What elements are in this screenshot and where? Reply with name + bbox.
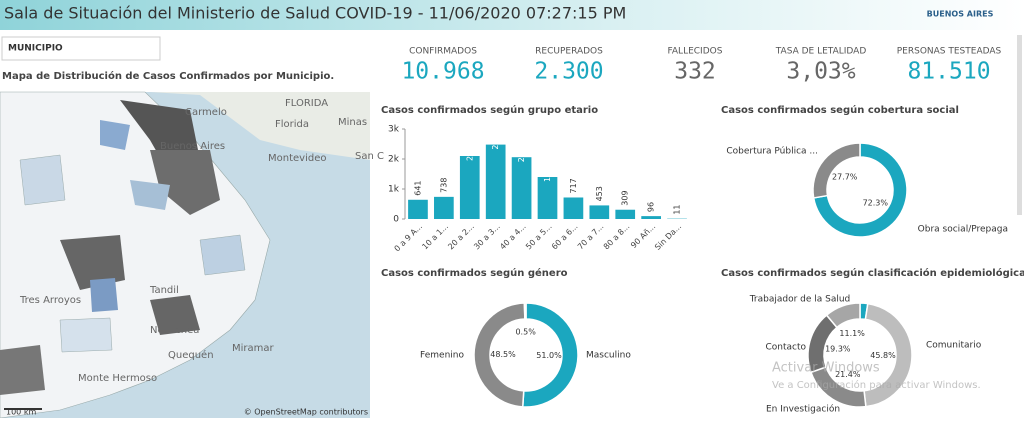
map-title: Mapa de Distribución de Casos Confirmado… [2,70,334,82]
chart-title: Casos confirmados según grupo etario [381,104,598,116]
y-tick-label: 2k [388,155,400,165]
x-tick-label: 70 a 7... [576,222,606,252]
map-attribution: © OpenStreetMap contributors [244,408,368,417]
filter-label: MUNICIPIO [8,44,63,54]
x-tick-label: 40 a 4... [498,222,528,252]
kpi-value: 81.510 [907,59,990,85]
value-label: 19.3% [825,344,851,353]
map-label: Montevideo [268,153,326,164]
map-label: Buenos Aires [160,141,225,152]
value-label: 453 [595,186,604,201]
bar [641,216,661,219]
kpi-value: 2.300 [534,59,603,85]
kpi-value: 332 [674,59,716,85]
x-tick-label: 20 a 2... [446,222,476,252]
x-tick-label: 80 a 8... [602,222,632,252]
value-label: 96 [647,202,656,212]
kpi-label: RECUPERADOS [535,47,603,57]
bar [512,157,532,219]
district [60,318,112,352]
value-label: 2,06k [517,139,526,162]
donut-slice [813,143,860,198]
bar [589,205,609,219]
y-tick-label: 3k [388,125,400,135]
scrollbar[interactable] [1017,35,1022,215]
kpi-label: TASA DE LETALIDAD [775,47,867,57]
map-scale: 100 km [6,408,36,417]
map-label: Tandil [149,285,179,296]
map-label: Florida [275,119,309,130]
kpi-label: FALLECIDOS [668,47,723,57]
value-label: 45.8% [870,351,896,360]
bar [408,200,428,219]
logo: BUENOS AIRES [927,10,994,19]
donut-slice [524,303,526,319]
category-label: Comunitario [926,341,982,351]
bar [460,156,480,219]
value-label: 27.7% [832,173,858,182]
map-label: Tres Arroyos [19,295,81,306]
district [20,155,65,205]
category-label: Femenino [420,351,464,361]
bar [538,177,558,219]
map-label: Carmelo [185,107,227,118]
value-label: 72.3% [863,198,889,207]
x-tick-label: Sin Da... [653,222,683,252]
map-label: Quequén [168,349,214,361]
category-label: Trabajador de la Salud [749,295,851,305]
x-tick-label: 30 a 3... [472,222,502,252]
category-label: Masculino [586,351,631,361]
map-label: Monte Hermoso [78,373,157,384]
value-label: 2,1k [465,143,474,161]
value-label: 641 [413,180,422,195]
category-label: Obra social/Prepaga [918,225,1008,235]
category-label: Contacto [765,343,806,353]
value-label: 0.5% [515,328,536,337]
district [90,278,118,312]
value-label: 309 [621,190,630,205]
bar [486,145,506,219]
kpi-value: 3,03% [786,59,855,85]
category-label: En Investigación [766,404,840,415]
map-label: San C [355,151,384,162]
district [200,235,245,275]
charts: Casos confirmados según grupo etario 0 1k 2… [381,104,1024,415]
map-label: Miramar [232,343,275,354]
bar [564,197,584,219]
category-label: Cobertura Pública ... [726,147,818,157]
value-label: 48.5% [490,350,516,359]
kpi-label: PERSONAS TESTEADAS [897,47,1002,57]
x-tick-label: 10 a 1... [420,222,450,252]
map-label: Minas [338,117,367,128]
y-tick-label: 0 [393,215,399,225]
kpi-value: 10.968 [401,59,484,85]
chart-title: Casos confirmados según género [381,267,568,279]
value-label: 738 [439,178,448,193]
value-label: 11 [673,204,682,214]
kpi-label: CONFIRMADOS [409,47,477,57]
district [0,345,45,395]
value-label: 1,4k [543,164,552,182]
x-tick-label: 50 a 5... [524,222,554,252]
district [100,120,130,150]
bar [615,210,635,219]
value-label: 51.0% [536,351,562,360]
chart-title: Casos confirmados según clasificación ep… [721,267,1024,279]
x-tick-label: 60 a 6... [550,222,580,252]
chart-title: Casos confirmados según cobertura social [721,104,959,116]
header-title: Sala de Situación del Ministerio de Salu… [4,4,626,23]
bar [434,197,454,219]
value-label: 11.1% [839,329,865,338]
x-tick-label: 0 a 9 A... [393,222,425,254]
value-label: 717 [569,178,578,193]
watermark-text: Ve a Configuración para activar Windows. [772,379,981,391]
map-label: FLORIDA [285,98,328,109]
y-tick-label: 1k [388,185,400,195]
watermark-title: Activar Windows [772,361,880,376]
value-label: 2,48k [491,127,500,150]
map-label: Necochea [150,325,199,336]
